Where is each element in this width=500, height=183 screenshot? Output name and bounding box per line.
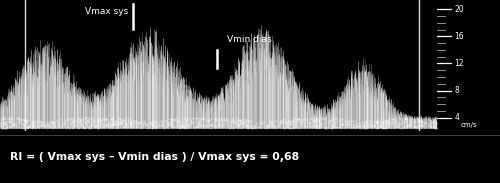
Text: Vmax sys: Vmax sys <box>86 7 128 16</box>
Text: 12: 12 <box>454 59 464 68</box>
Text: 16: 16 <box>454 32 464 41</box>
Text: 8: 8 <box>454 86 460 95</box>
Text: cm/s: cm/s <box>460 122 477 128</box>
Text: 20: 20 <box>454 5 464 14</box>
Text: Vmin dias: Vmin dias <box>227 36 272 44</box>
Text: 4: 4 <box>454 113 460 122</box>
Text: RI = ( Vmax sys – Vmin dias ) / Vmax sys = 0,68: RI = ( Vmax sys – Vmin dias ) / Vmax sys… <box>10 152 299 162</box>
